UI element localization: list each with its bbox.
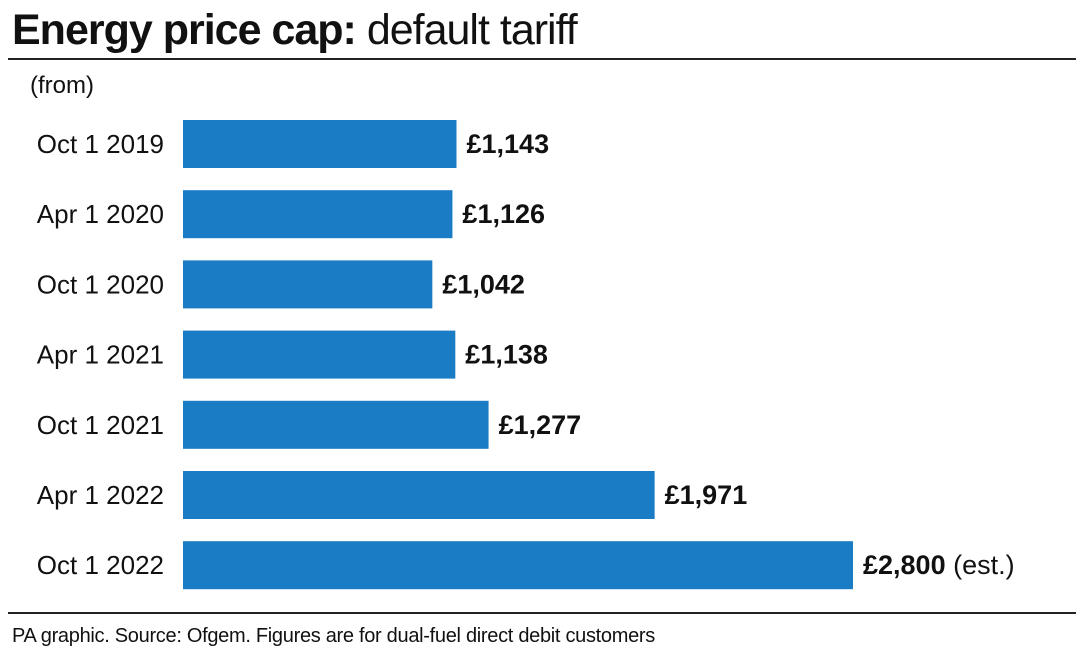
value-label: £1,277 [499, 410, 582, 440]
value-label: £1,042 [442, 269, 525, 299]
source-footer: PA graphic. Source: Ofgem. Figures are f… [12, 625, 655, 647]
value-label: £1,143 [467, 129, 550, 159]
bar [183, 260, 433, 309]
chart-subtitle: (from) [30, 72, 94, 99]
bar [183, 120, 457, 168]
category-label: Oct 1 2022 [37, 550, 164, 580]
category-label: Oct 1 2019 [37, 129, 164, 159]
value-label: £1,126 [462, 199, 545, 229]
bar [183, 190, 453, 239]
value-label: £1,138 [465, 340, 548, 370]
category-label: Oct 1 2020 [37, 269, 164, 299]
category-label: Apr 1 2020 [37, 199, 164, 229]
top-divider [8, 58, 1076, 60]
value-label: £1,971 [665, 480, 748, 510]
value-annotation: (est.) [946, 550, 1015, 580]
bar [183, 400, 489, 449]
bar [183, 471, 655, 519]
category-label: Apr 1 2022 [37, 480, 164, 510]
bottom-divider [8, 612, 1076, 614]
bar [183, 330, 456, 379]
category-label: Oct 1 2021 [37, 410, 164, 440]
value-label: £2,800 (est.) [863, 550, 1015, 580]
bar [183, 541, 853, 590]
chart-title: Energy price cap: default tariff [12, 2, 578, 58]
category-label: Apr 1 2021 [37, 340, 164, 370]
chart-title-bold: Energy price cap: [12, 6, 357, 54]
chart-title-light: default tariff [366, 6, 578, 54]
